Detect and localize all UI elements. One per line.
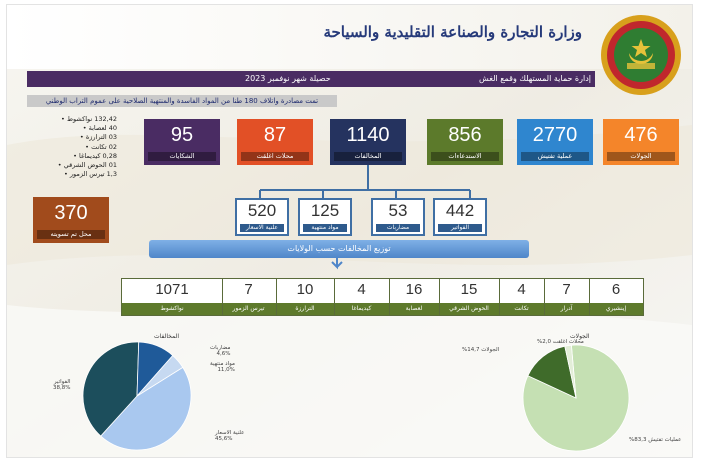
stat-card-violations: 1140 المخالفات bbox=[330, 119, 406, 165]
wilaya-label: تيرس الزمور bbox=[221, 303, 276, 315]
confiscation-note: تمت مصادرة واتلاف 180 طنا من المواد الفا… bbox=[27, 95, 337, 107]
stat-label: عملية تفتيش bbox=[521, 152, 589, 161]
violations-pie-chart bbox=[82, 341, 192, 451]
pie-title: الجولات bbox=[570, 333, 590, 340]
wilaya-cell: 1071 نواكشوط bbox=[121, 278, 223, 316]
report-period: حصيلة شهر نوفمبر 2023 bbox=[245, 74, 331, 83]
pie-slice bbox=[136, 354, 184, 397]
wilaya-value: 6 bbox=[611, 281, 621, 298]
stat-value: 2770 bbox=[532, 124, 578, 146]
stat-value: 1140 bbox=[346, 124, 390, 146]
wilaya-label: الترارزة bbox=[276, 303, 334, 315]
wilaya-label: لعصابة bbox=[389, 303, 439, 315]
sub-value: 53 bbox=[388, 201, 408, 220]
tours-pie-chart bbox=[522, 344, 630, 452]
list-item: 03 الترارزة • bbox=[79, 133, 117, 142]
stat-card-summons: 856 الاستدعاءات bbox=[427, 119, 503, 165]
wilaya-cell: 4 كيديماغا bbox=[334, 278, 390, 316]
wilaya-cell: 7 تيرس الزمور bbox=[221, 278, 277, 316]
stat-label: محلات اغلقت bbox=[241, 152, 309, 161]
stat-value: 856 bbox=[448, 124, 482, 146]
ministry-title: وزارة التجارة والصناعة التقليدية والسياح… bbox=[323, 23, 582, 41]
list-item: 01 الحوض الشرقي • bbox=[57, 161, 117, 170]
wilaya-value: 4 bbox=[517, 281, 526, 298]
pie-slice bbox=[522, 344, 630, 452]
pie-slice bbox=[100, 366, 192, 451]
wilaya-value: 7 bbox=[562, 281, 571, 298]
wilaya-cell: 4 تكانت bbox=[499, 278, 545, 316]
wilaya-label: الحوض الشرقي bbox=[439, 303, 499, 315]
wilaya-value: 15 bbox=[460, 281, 478, 298]
wilaya-label: إينشيري bbox=[589, 303, 643, 315]
emblem-seal-icon bbox=[601, 15, 681, 95]
sub-value: 442 bbox=[445, 201, 475, 220]
sub-value: 125 bbox=[310, 201, 340, 220]
wilaya-value: 16 bbox=[405, 281, 423, 298]
wilaya-cell: 6 إينشيري bbox=[589, 278, 644, 316]
wilaya-value: 1071 bbox=[155, 281, 189, 298]
sub-label: الفواتير bbox=[438, 224, 482, 232]
stat-label: الاستدعاءات bbox=[431, 152, 499, 161]
stat-card-tours: 476 الجولات bbox=[603, 119, 679, 165]
pie-slice-label: مضاربات 4,6% bbox=[210, 345, 231, 357]
pie-slice-label: عمليات تفتيش 83,3% bbox=[629, 437, 682, 443]
distribution-banner: توزيع المخالفات حسب الولايات bbox=[149, 240, 529, 258]
sub-card-invoices: 442 الفواتير bbox=[433, 198, 487, 236]
stat-card-closed-shops: 87 محلات اغلقت bbox=[237, 119, 313, 165]
stat-label: الجولات bbox=[607, 152, 675, 161]
pie-slice bbox=[82, 341, 140, 437]
header-banner: إدارة حماية المستهلك وقمع الغش حصيلة شهر… bbox=[27, 71, 595, 87]
list-item: 132,42 نواكشوط • bbox=[61, 115, 117, 123]
list-item: 40 لعصابة • bbox=[82, 124, 117, 133]
wilaya-cell: 10 الترارزة bbox=[276, 278, 335, 316]
sub-label: مواد منتهية bbox=[303, 224, 347, 232]
stat-value: 476 bbox=[624, 124, 658, 146]
pie-slice-label: مواد منتهية 11,0% bbox=[210, 361, 235, 373]
tonnage-list: 132,42 نواكشوط • 40 لعصابة • 03 الترارزة… bbox=[27, 115, 117, 179]
pie-title: المخالفات bbox=[154, 333, 180, 340]
sub-card-expired-goods: 125 مواد منتهية bbox=[298, 198, 352, 236]
pie-slice-label: الفواتير 38,8% bbox=[53, 379, 71, 391]
sub-card-speculation: 53 مضاربات bbox=[371, 198, 425, 236]
wilaya-cell: 7 آدرار bbox=[544, 278, 590, 316]
wilaya-value: 10 bbox=[296, 281, 314, 298]
department-label: إدارة حماية المستهلك وقمع الغش bbox=[479, 74, 591, 83]
stat-card-inspections: 2770 عملية تفتيش bbox=[517, 119, 593, 165]
connector-lines bbox=[259, 165, 471, 270]
wilaya-label: آدرار bbox=[544, 303, 589, 315]
wilaya-value: 4 bbox=[357, 281, 366, 298]
stat-value: 370 bbox=[54, 202, 88, 224]
sub-value: 520 bbox=[247, 201, 277, 220]
stat-value: 95 bbox=[170, 124, 194, 146]
wilaya-cell: 16 لعصابة bbox=[389, 278, 440, 316]
sub-label: علنية الاسعار bbox=[240, 224, 284, 232]
stat-label: الشكايات bbox=[148, 152, 216, 161]
stat-card-settled-shops: 370 محل تم تسويته bbox=[33, 197, 109, 243]
pie-slice-label: الجولات 14,7% bbox=[462, 347, 500, 353]
sub-card-price-display: 520 علنية الاسعار bbox=[235, 198, 289, 236]
wilaya-label: كيديماغا bbox=[334, 303, 389, 315]
wilaya-value: 7 bbox=[244, 281, 253, 298]
infographic-slide: وزارة التجارة والصناعة التقليدية والسياح… bbox=[6, 4, 693, 458]
list-item: 1,3 تيرس الزمور • bbox=[63, 170, 117, 179]
pie-slice bbox=[564, 344, 577, 399]
wilaya-cell: 15 الحوض الشرقي bbox=[439, 278, 500, 316]
stat-label: المخالفات bbox=[334, 152, 402, 161]
stat-value: 87 bbox=[263, 124, 287, 146]
list-item: 02 تكانت • bbox=[85, 142, 117, 151]
stat-label: محل تم تسويته bbox=[37, 230, 105, 239]
list-item: 0,28 كيديماغا • bbox=[73, 151, 117, 160]
pie-slice bbox=[527, 345, 577, 399]
sub-label: مضاربات bbox=[376, 224, 420, 232]
stat-card-complaints: 95 الشكايات bbox=[144, 119, 220, 165]
wilaya-label: نواكشوط bbox=[122, 303, 222, 315]
pie-slice-label: محلات اغلقت 2,0% bbox=[537, 339, 584, 345]
wilaya-label: تكانت bbox=[499, 303, 544, 315]
pie-slice-label: علنية الاسعار 45,6% bbox=[215, 430, 245, 442]
